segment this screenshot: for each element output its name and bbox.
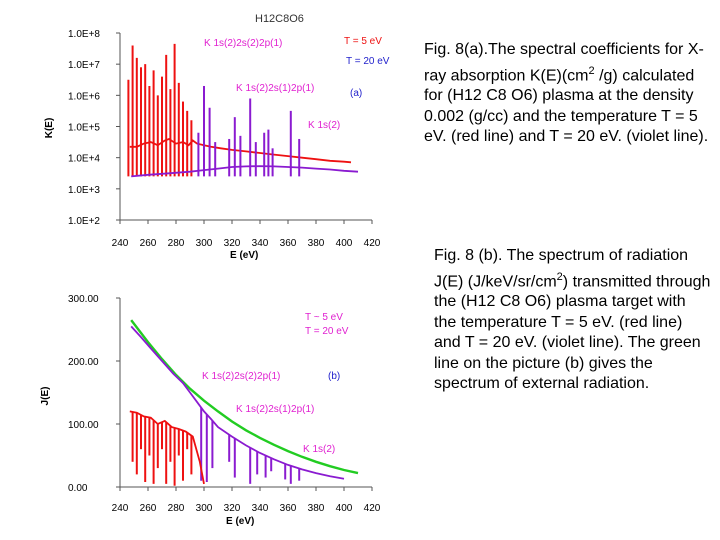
chart-a-x-tick-label: 280 (168, 238, 185, 249)
chart-a-xlabel: E (eV) (230, 250, 258, 261)
chart-a-y-tick-label: 1.0E+5 (68, 123, 100, 134)
chart-a-annotation-violet-low: K 1s(2) (308, 120, 340, 131)
chart-b-annotation-red-mid: K 1s(2)2s(1)2p(1) (236, 404, 314, 415)
chart-a-x-tick-label: 320 (224, 238, 241, 249)
chart-b-x-tick-label: 260 (140, 503, 157, 514)
chart-a-x-tick-label: 380 (308, 238, 325, 249)
chart-b-x-tick-label: 380 (308, 503, 325, 514)
caption-a-rest: /g) calculated for (H12 C8 O6) plasma at… (424, 66, 709, 146)
chart-a-x-tick-label: 340 (252, 238, 269, 249)
chart-b-x-tick-label: 280 (168, 503, 185, 514)
chart-a-x-tick-label: 300 (196, 238, 213, 249)
chart-b-x-tick-label: 320 (224, 503, 241, 514)
chart-b-panel-label: (b) (328, 371, 340, 382)
chart-a-legend-violet: T = 20 eV (346, 56, 390, 67)
chart-b-x-tick-label: 240 (112, 503, 129, 514)
caption-b-main: Fig. 8 (b). The spectrum of radiation J(… (434, 247, 689, 290)
chart-a-ylabel: K(E) (44, 118, 55, 139)
chart-a-x-tick-label: 400 (336, 238, 353, 249)
chart-b-y-tick-label: 300.00 (68, 294, 99, 305)
chart-b-series-red (129, 410, 205, 485)
chart-b-y-tick-label: 0.00 (68, 483, 88, 494)
chart-a-y-tick-label: 1.0E+7 (68, 60, 100, 71)
chart-b-x-tick-label: 420 (364, 503, 381, 514)
chart-b-x-tick-label: 360 (280, 503, 297, 514)
chart-b-legend-violet: T = 20 eV (305, 326, 349, 337)
chart-a-title: H12C8O6 (255, 13, 304, 25)
chart-a-y-tick-label: 1.0E+4 (68, 154, 100, 165)
chart-a-legend-red: T = 5 eV (344, 36, 382, 47)
chart-b-ylabel: J(E) (40, 387, 51, 406)
chart-a-y-tick-label: 1.0E+2 (68, 216, 100, 227)
chart-a-annotation-red-top: K 1s(2)2s(2)2p(1) (204, 38, 282, 49)
chart-a-annotation-violet-mid: K 1s(2)2s(1)2p(1) (236, 83, 314, 94)
chart-b-x-tick-label: 340 (252, 503, 269, 514)
caption-a-main: Fig. 8(a).The spectral coefficients for … (424, 41, 704, 84)
chart-a-panel-label: (a) (350, 88, 362, 99)
chart-b-y-tick-label: 200.00 (68, 357, 99, 368)
chart-a-y-tick-label: 1.0E+3 (68, 185, 100, 196)
chart-b-x-tick-label: 300 (196, 503, 213, 514)
chart-a-x-tick-label: 260 (140, 238, 157, 249)
chart-b-series-green (130, 319, 359, 475)
caption-a-sup: 2 (588, 64, 595, 77)
caption-fig-8a: Fig. 8(a).The spectral coefficients for … (424, 40, 714, 148)
chart-a-x-tick-label: 420 (364, 238, 381, 249)
caption-b-rest: ) transmitted through the (H12 C8 O6) pl… (434, 272, 711, 393)
chart-b-xlabel: E (eV) (226, 516, 254, 527)
chart-b-annotation-violet-mid: K 1s(2)2s(2)2p(1) (202, 371, 280, 382)
chart-b-legend-red: T ~ 5 eV (305, 312, 343, 323)
chart-b-y-tick-label: 100.00 (68, 420, 99, 431)
chart-a-series-violet-continuum (131, 165, 359, 178)
caption-fig-8b: Fig. 8 (b). The spectrum of radiation J(… (434, 246, 712, 395)
chart-b-x-tick-label: 400 (336, 503, 353, 514)
chart-a-y-tick-label: 1.0E+6 (68, 91, 100, 102)
caption-b-sup: 2 (556, 270, 563, 283)
chart-b-series-violet (130, 325, 345, 480)
chart-a-y-tick-label: 1.0E+8 (68, 29, 100, 40)
chart-a-x-tick-label: 360 (280, 238, 297, 249)
chart-a-x-tick-label: 240 (112, 238, 129, 249)
chart-b-annotation-violet-low: K 1s(2) (303, 444, 335, 455)
